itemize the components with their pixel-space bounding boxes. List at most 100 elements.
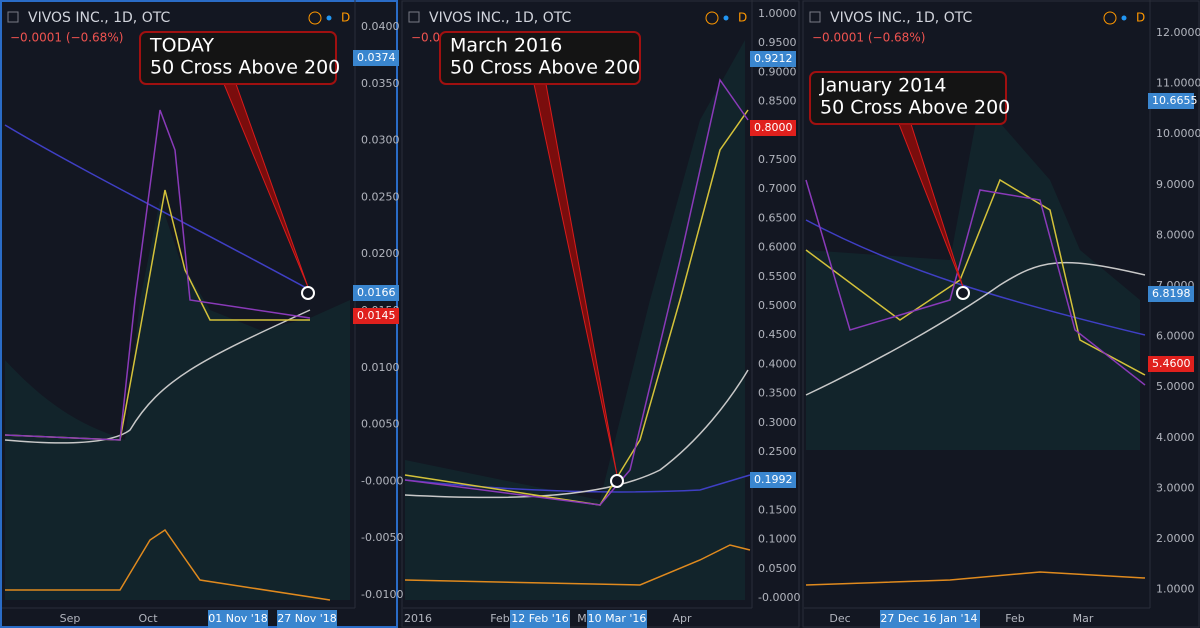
y-tick-label: 0.3500 bbox=[758, 387, 797, 400]
panel-frame bbox=[401, 0, 800, 628]
date-tag bbox=[920, 610, 980, 628]
interval-flag: D bbox=[341, 11, 350, 25]
x-tick-label: Feb bbox=[1005, 612, 1024, 625]
y-tick-label: 0.0400 bbox=[361, 20, 400, 33]
x-tick-label: M bbox=[577, 612, 587, 625]
price-change: −0.0001 (−0.68%) bbox=[10, 31, 123, 45]
y-tick-label: 10.0000 bbox=[1156, 127, 1200, 140]
y-tick-label: 0.0200 bbox=[361, 247, 400, 260]
header-icon bbox=[7, 11, 19, 23]
y-tick-label: 0.9000 bbox=[758, 65, 797, 78]
price-tag-label: 0.0166 bbox=[357, 286, 396, 299]
price-tag bbox=[750, 472, 796, 488]
annotation-box bbox=[139, 31, 337, 85]
y-tick-label: 0.2500 bbox=[758, 445, 797, 458]
y-tick-label: 0.4500 bbox=[758, 328, 797, 341]
price-tag-label: 0.8000 bbox=[754, 121, 793, 134]
y-tick-label: 0.4000 bbox=[758, 357, 797, 370]
date-tag bbox=[587, 610, 647, 628]
y-tick-label: 1.0000 bbox=[1156, 583, 1195, 596]
annotation-text: March 2016 bbox=[450, 35, 562, 57]
y-tick-label: 6.0000 bbox=[1156, 330, 1195, 343]
price-tag bbox=[353, 308, 399, 324]
price-tag bbox=[1148, 286, 1194, 302]
y-tick-label: -0.0100 bbox=[361, 588, 403, 601]
y-tick-label: 0.9500 bbox=[758, 36, 797, 49]
date-tag-label: 27 Nov '18 bbox=[277, 612, 336, 625]
annotation-text: 50 Cross Above 200 bbox=[150, 57, 340, 79]
y-tick-label: 0.7500 bbox=[758, 153, 797, 166]
y-tick-label: 0.7000 bbox=[758, 182, 797, 195]
price-tag bbox=[353, 285, 399, 301]
annotation-box bbox=[809, 71, 1007, 125]
price-change: −0.0001 (−0.68%) bbox=[812, 31, 925, 45]
y-tick-label: 0.3000 bbox=[758, 416, 797, 429]
alert-icon bbox=[705, 11, 719, 25]
y-tick-label: 0.1000 bbox=[758, 533, 797, 546]
alert-icon bbox=[1103, 11, 1117, 25]
y-tick-label: 0.0500 bbox=[758, 562, 797, 575]
cross-marker bbox=[301, 286, 315, 300]
annotation-text: TODAY bbox=[149, 35, 214, 57]
x-tick-label: Sep bbox=[60, 612, 81, 625]
x-tick-label: 2016 bbox=[404, 612, 432, 625]
x-tick-label: Mar bbox=[1073, 612, 1094, 625]
y-tick-label: -0.0000 bbox=[361, 474, 403, 487]
y-tick-label: 0.6500 bbox=[758, 211, 797, 224]
interval-flag: D bbox=[1136, 11, 1145, 25]
y-tick-label: -0.0050 bbox=[361, 531, 403, 544]
symbol: VIVOS INC., 1D, OTC bbox=[429, 10, 571, 26]
status-dot bbox=[723, 15, 729, 21]
y-tick-label: 0.1500 bbox=[758, 503, 797, 516]
y-tick-label: -0.0000 bbox=[758, 591, 800, 604]
y-tick-label: 0.0300 bbox=[361, 134, 400, 147]
y-tick-label: 0.0350 bbox=[361, 77, 400, 90]
y-tick-label: 0.0100 bbox=[361, 361, 400, 374]
date-tag-label: 12 Feb '16 bbox=[511, 612, 569, 625]
date-tag-label: 16 Jan '14 bbox=[923, 612, 978, 625]
y-tick-label: 4.0000 bbox=[1156, 431, 1195, 444]
y-tick-label: 2.0000 bbox=[1156, 532, 1195, 545]
cross-marker bbox=[956, 286, 970, 300]
date-tag-label: 01 Nov '18 bbox=[208, 612, 267, 625]
price-tag-label: 0.1992 bbox=[754, 473, 793, 486]
price-tag-label: 5.4600 bbox=[1152, 357, 1191, 370]
symbol: VIVOS INC., 1D, OTC bbox=[830, 10, 972, 26]
annotation-text: January 2014 bbox=[819, 75, 946, 97]
y-tick-label: 0.8500 bbox=[758, 95, 797, 108]
price-tag bbox=[353, 50, 399, 66]
x-tick-label: Oct bbox=[138, 612, 158, 625]
alert-icon bbox=[308, 11, 322, 25]
y-tick-label: 0.0050 bbox=[361, 418, 400, 431]
status-dot bbox=[1121, 15, 1127, 21]
y-tick-label: 12.0000 bbox=[1156, 26, 1200, 39]
date-tag bbox=[510, 610, 570, 628]
interval-flag: D bbox=[738, 11, 747, 25]
price-tag-label: 0.0145 bbox=[357, 309, 396, 322]
chart-decoration bbox=[4, 109, 350, 601]
date-tag-label: 10 Mar '16 bbox=[588, 612, 647, 625]
cross-marker bbox=[610, 474, 624, 488]
y-tick-label: 0.6000 bbox=[758, 241, 797, 254]
symbol: VIVOS INC., 1D, OTC bbox=[28, 10, 170, 26]
annotation-text: 50 Cross Above 200 bbox=[450, 57, 640, 79]
x-tick-label: Feb bbox=[490, 612, 509, 625]
y-tick-label: 0.5000 bbox=[758, 299, 797, 312]
y-tick-label: 9.0000 bbox=[1156, 178, 1195, 191]
y-tick-label: 0.5500 bbox=[758, 270, 797, 283]
price-tag bbox=[750, 51, 796, 67]
chart-decoration bbox=[805, 100, 1146, 586]
y-tick-label: 3.0000 bbox=[1156, 481, 1195, 494]
y-tick-label: 11.0000 bbox=[1156, 77, 1200, 90]
price-tag bbox=[750, 120, 796, 136]
x-tick-label: Dec bbox=[829, 612, 850, 625]
date-tag bbox=[277, 610, 337, 628]
panel-frame bbox=[0, 0, 398, 628]
y-tick-label: 0.0250 bbox=[361, 190, 400, 203]
annotation-box bbox=[439, 31, 641, 85]
y-tick-label: 1.0000 bbox=[758, 7, 797, 20]
y-tick-label: 8.0000 bbox=[1156, 228, 1195, 241]
annotation-text: 50 Cross Above 200 bbox=[820, 97, 1010, 119]
header-icon bbox=[809, 11, 821, 23]
